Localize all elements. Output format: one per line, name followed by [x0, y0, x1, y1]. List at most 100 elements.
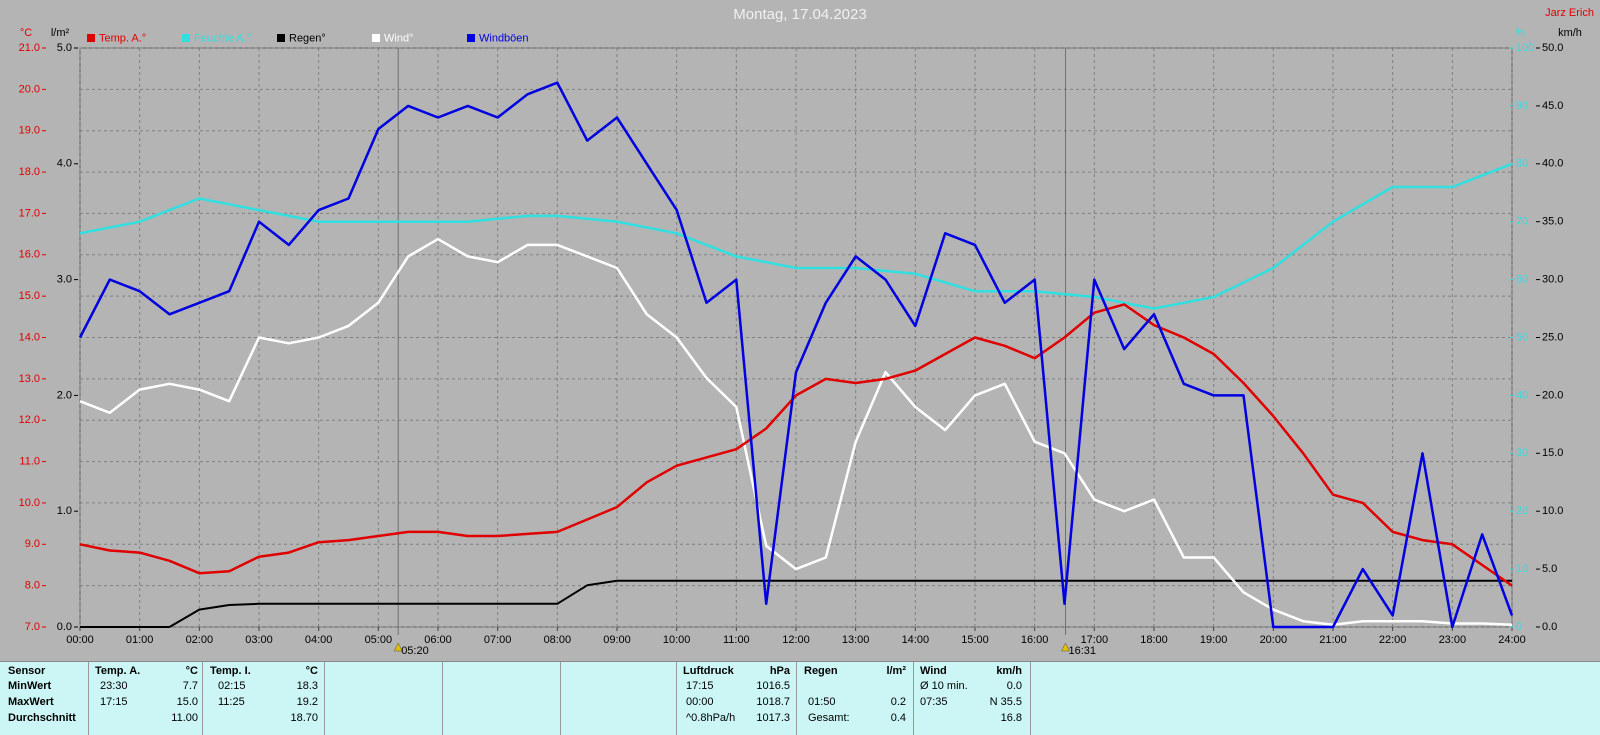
y3-tick-label: 3.0	[57, 274, 72, 286]
x-tick-label: 14:00	[902, 634, 930, 646]
y2-tick-label: 30	[1516, 447, 1528, 459]
y2-tick-label: 80	[1516, 158, 1528, 170]
x-tick-label: 19:00	[1200, 634, 1228, 646]
header-cell: Sensor	[8, 665, 46, 677]
x-tick-label: 18:00	[1140, 634, 1168, 646]
x-tick-label: 01:00	[126, 634, 154, 646]
header-cell: Regen	[804, 665, 838, 677]
legend-swatch	[372, 34, 380, 42]
x-tick-label: 17:00	[1081, 634, 1109, 646]
y3-tick-label: 5.0	[57, 42, 72, 54]
separator	[913, 662, 914, 735]
y-tick-label: 13.0	[19, 373, 40, 385]
table-cell: 19.2	[296, 696, 318, 708]
chart-title: Montag, 17.04.2023	[733, 6, 866, 23]
y4-tick-label: 20.0	[1542, 389, 1563, 401]
x-tick-label: 08:00	[544, 634, 572, 646]
table-cell: 0.0	[1006, 680, 1022, 692]
legend-label: Wind°	[384, 32, 413, 44]
x-tick-label: 20:00	[1260, 634, 1288, 646]
y4-tick-label: 25.0	[1542, 331, 1563, 343]
y4-tick-label: 50.0	[1542, 42, 1563, 54]
table-cell: 18.3	[296, 680, 318, 692]
x-tick-label: 16:00	[1021, 634, 1049, 646]
table-cell: N 35.5	[989, 696, 1022, 708]
x-tick-label: 09:00	[603, 634, 631, 646]
table-cell: 1017.3	[756, 712, 790, 724]
y-tick-label: 7.0	[25, 621, 40, 633]
table-cell: 15.0	[176, 696, 198, 708]
separator	[202, 662, 203, 735]
y2-tick-label: 60	[1516, 274, 1528, 286]
separator	[676, 662, 677, 735]
x-tick-label: 10:00	[663, 634, 691, 646]
legend-swatch	[277, 34, 285, 42]
y2-tick-label: 20	[1516, 505, 1528, 517]
table-cell: MinWert	[8, 680, 52, 692]
x-tick-label: 22:00	[1379, 634, 1407, 646]
x-tick-label: 05:00	[365, 634, 393, 646]
table-cell: 00:00	[686, 696, 714, 708]
x-tick-label: 12:00	[782, 634, 810, 646]
y-tick-label: 9.0	[25, 538, 40, 550]
header-cell: °C	[305, 665, 318, 677]
y3-tick-label: 4.0	[57, 158, 72, 170]
legend-label: Feuchte A.°	[194, 32, 251, 44]
legend-swatch	[87, 34, 95, 42]
separator	[324, 662, 325, 735]
x-tick-label: 21:00	[1319, 634, 1347, 646]
y4-tick-label: 0.0	[1542, 621, 1557, 633]
separator	[1030, 662, 1031, 735]
y3-tick-label: 1.0	[57, 505, 72, 517]
y-tick-label: 14.0	[19, 331, 40, 343]
author: Jarz Erich	[1545, 7, 1594, 19]
y-tick-label: 11.0	[19, 455, 40, 467]
y2-tick-label: 50	[1516, 331, 1528, 343]
y4-tick-label: 35.0	[1542, 216, 1563, 228]
y-tick-label: 10.0	[19, 497, 40, 509]
y-tick-label: 12.0	[19, 414, 40, 426]
table-cell: 17:15	[100, 696, 128, 708]
table-cell: ^0.8hPa/h	[686, 712, 736, 724]
x-tick-label: 13:00	[842, 634, 870, 646]
series-line	[79, 303, 1513, 587]
y2-tick-label: 70	[1516, 216, 1528, 228]
x-tick-label: 24:00	[1498, 634, 1526, 646]
header-cell: Temp. I.	[210, 665, 251, 677]
separator	[88, 662, 89, 735]
table-cell: 01:50	[808, 696, 836, 708]
y3-tick-label: 2.0	[57, 389, 72, 401]
header-cell: Luftdruck	[683, 665, 734, 677]
y4-tick-label: 30.0	[1542, 274, 1563, 286]
legend-swatch	[467, 34, 475, 42]
table-cell: 18.70	[290, 712, 318, 724]
table-cell: 16.8	[1000, 712, 1022, 724]
x-tick-label: 07:00	[484, 634, 512, 646]
separator	[560, 662, 561, 735]
header-cell: Wind	[920, 665, 947, 677]
table-cell: 11:25	[218, 696, 245, 708]
y2-tick-label: 100	[1516, 42, 1534, 54]
x-tick-label: 23:00	[1439, 634, 1467, 646]
table-cell: Durchschnitt	[8, 712, 76, 724]
legend-label: Regen°	[289, 32, 326, 44]
x-tick-label: 11:00	[723, 634, 750, 646]
series-line	[79, 162, 1513, 310]
y-tick-label: 15.0	[19, 290, 40, 302]
header-cell: Temp. A.	[95, 665, 141, 677]
annotation-label: 16:31	[1069, 645, 1097, 657]
y-tick-label: 21.0	[19, 42, 40, 54]
table-cell: 07:35	[920, 696, 948, 708]
annotation-icon	[393, 642, 403, 652]
legend-label: Windböen	[479, 32, 529, 44]
chart: Montag, 17.04.2023 Jarz Erich °C l/m² % …	[19, 6, 1594, 657]
y4-tick-label: 10.0	[1542, 505, 1563, 517]
y4-tick-label: 15.0	[1542, 447, 1563, 459]
table-cell: 0.2	[890, 696, 906, 708]
stats-panel: Sensor Temp. A. °C Temp. I. °C MinWert 23:30 7.…	[0, 661, 1600, 735]
series-line	[80, 579, 1512, 628]
y-tick-label: 8.0	[25, 580, 40, 592]
y4-tick-label: 45.0	[1542, 100, 1563, 112]
table-cell: 17:15	[686, 680, 714, 692]
table-cell: Ø 10 min.	[920, 680, 968, 692]
